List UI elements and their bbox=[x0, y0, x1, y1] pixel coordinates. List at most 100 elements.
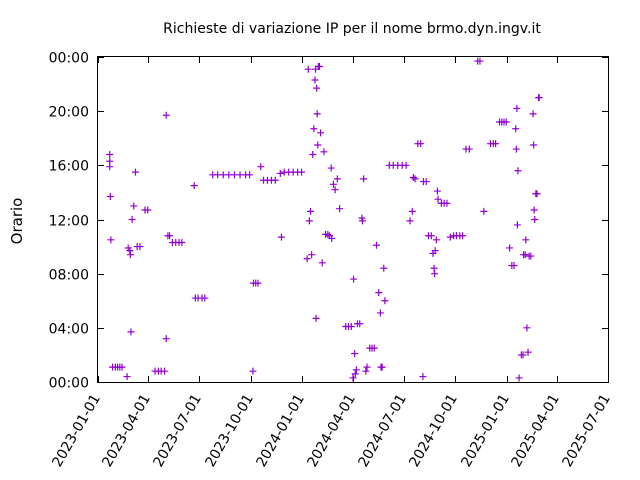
data-point bbox=[349, 374, 357, 382]
data-point bbox=[271, 176, 279, 184]
y-tick-label: 08:00 bbox=[49, 268, 89, 284]
data-point bbox=[514, 167, 522, 175]
data-point bbox=[310, 125, 318, 133]
data-point bbox=[166, 232, 174, 240]
data-point bbox=[527, 252, 535, 260]
data-point bbox=[427, 232, 435, 240]
x-tick-label: 2024-01-01 bbox=[253, 391, 308, 469]
data-point bbox=[446, 233, 454, 241]
data-point bbox=[510, 262, 518, 270]
data-point bbox=[376, 309, 384, 317]
data-point bbox=[402, 161, 410, 169]
data-point bbox=[324, 230, 332, 238]
data-point bbox=[126, 251, 134, 259]
x-tick-label: 2025-04-01 bbox=[508, 391, 563, 469]
data-point bbox=[162, 111, 170, 119]
x-tick-label: 2025-01-01 bbox=[458, 391, 513, 469]
data-point bbox=[336, 205, 344, 213]
y-tick-label: 00:00 bbox=[49, 51, 89, 67]
data-point bbox=[529, 110, 537, 118]
data-point bbox=[314, 141, 322, 149]
data-point bbox=[161, 367, 169, 375]
data-point bbox=[531, 216, 539, 223]
data-point bbox=[350, 275, 358, 283]
data-point bbox=[298, 168, 306, 176]
data-point bbox=[315, 62, 323, 70]
data-point bbox=[362, 367, 370, 375]
data-point bbox=[128, 216, 136, 223]
data-point bbox=[433, 187, 441, 195]
data-point bbox=[136, 243, 144, 251]
data-point bbox=[311, 76, 319, 84]
data-point bbox=[123, 373, 131, 381]
data-point bbox=[257, 163, 265, 171]
data-points bbox=[106, 57, 543, 382]
data-point bbox=[320, 148, 328, 156]
data-point bbox=[329, 180, 337, 188]
data-point bbox=[106, 192, 114, 200]
y-tick-label: 12:00 bbox=[49, 214, 89, 230]
data-point bbox=[360, 175, 368, 183]
x-tick-label: 2023-01-01 bbox=[49, 391, 104, 469]
data-point bbox=[431, 270, 439, 278]
x-tick-label: 2023-04-01 bbox=[99, 391, 154, 469]
data-point bbox=[372, 241, 380, 249]
x-tick-label: 2025-07-01 bbox=[559, 391, 614, 469]
data-point bbox=[313, 110, 321, 118]
data-point bbox=[304, 65, 312, 73]
data-point bbox=[277, 233, 285, 241]
data-point bbox=[190, 182, 198, 190]
x-tick-label: 2023-07-01 bbox=[150, 391, 205, 469]
data-point bbox=[512, 125, 520, 133]
data-point bbox=[131, 168, 139, 176]
data-point bbox=[201, 294, 209, 302]
data-point bbox=[352, 366, 360, 374]
data-point bbox=[130, 202, 138, 210]
data-point bbox=[530, 141, 538, 149]
data-point bbox=[480, 207, 488, 215]
data-point bbox=[432, 236, 440, 244]
data-point bbox=[434, 195, 442, 203]
data-point bbox=[513, 221, 521, 229]
plot-frame bbox=[97, 56, 609, 383]
data-point bbox=[476, 57, 484, 65]
data-point bbox=[106, 151, 114, 158]
data-point bbox=[422, 178, 430, 186]
data-point bbox=[419, 373, 427, 381]
data-point bbox=[162, 335, 170, 343]
data-point bbox=[522, 236, 530, 244]
data-point bbox=[356, 320, 364, 328]
data-point bbox=[351, 370, 359, 378]
data-point bbox=[328, 234, 336, 242]
data-point bbox=[533, 190, 541, 198]
data-point bbox=[370, 344, 378, 352]
data-point bbox=[502, 118, 510, 126]
y-tick-label: 04:00 bbox=[49, 322, 89, 338]
data-point bbox=[276, 169, 284, 177]
data-point bbox=[530, 206, 538, 214]
data-point bbox=[492, 140, 500, 148]
y-axis-ticks: 00:00 04:00 08:00 12:00 16:00 20:00 00:00 bbox=[49, 51, 608, 392]
data-point bbox=[417, 140, 425, 148]
data-point bbox=[506, 244, 514, 252]
data-point bbox=[406, 217, 414, 225]
data-point bbox=[127, 328, 135, 336]
data-point bbox=[443, 199, 451, 207]
data-point bbox=[307, 207, 314, 215]
data-point bbox=[431, 247, 439, 255]
data-point bbox=[178, 239, 186, 247]
data-point bbox=[513, 104, 521, 112]
data-point bbox=[459, 232, 467, 240]
y-tick-label: 20:00 bbox=[49, 105, 89, 121]
x-tick-label: 2024-04-01 bbox=[304, 391, 359, 469]
data-point bbox=[118, 363, 126, 371]
data-point bbox=[381, 297, 389, 305]
data-point bbox=[359, 217, 367, 225]
data-point bbox=[347, 322, 355, 330]
data-point bbox=[380, 264, 388, 272]
data-point bbox=[313, 84, 321, 92]
data-point bbox=[312, 314, 320, 322]
x-tick-label: 2024-07-01 bbox=[355, 391, 410, 469]
y-axis-label: Orario bbox=[8, 198, 26, 245]
x-tick-label: 2024-10-01 bbox=[406, 391, 461, 469]
